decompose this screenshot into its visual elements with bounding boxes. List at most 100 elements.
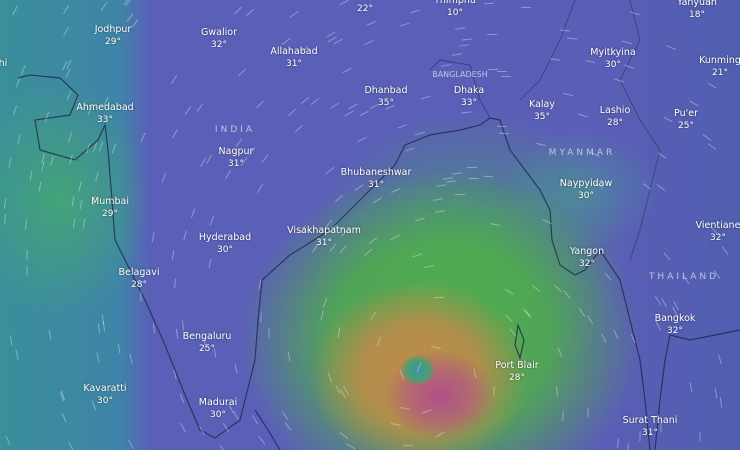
city-name: Gwalior	[201, 27, 237, 38]
city-name: Naypyidaw	[559, 178, 613, 189]
city-marker[interactable]: Kalay 35°	[529, 98, 555, 124]
city-marker[interactable]: Mumbai 29°	[91, 195, 129, 221]
city-name: Jodhpur	[94, 24, 132, 35]
country-label: THAILAND	[648, 272, 720, 282]
city-marker[interactable]: Bengaluru 25°	[183, 330, 232, 356]
city-marker[interactable]: Dhanbad 35°	[364, 84, 407, 110]
city-temperature: 31°	[286, 59, 302, 69]
city-name: Hyderabad	[198, 232, 252, 243]
city-marker[interactable]: Jodhpur 29°	[95, 23, 132, 49]
bengal-coast	[404, 117, 601, 276]
andaman-islands	[514, 322, 525, 361]
myanmar-thai-coast	[599, 249, 651, 450]
city-marker[interactable]: Pu'er 25°	[674, 107, 698, 133]
city-name: Yangon	[569, 246, 605, 257]
city-temperature: 32°	[579, 259, 595, 269]
city-temperature: 25°	[199, 344, 215, 354]
gulf-thailand	[654, 329, 740, 450]
city-name: Mumbai	[91, 196, 129, 207]
wind-streak	[140, 291, 142, 302]
city-name: Belagavi	[118, 267, 160, 278]
city-marker[interactable]: Surat Thani 31°	[623, 414, 678, 440]
city-name: Pu'er	[674, 108, 698, 119]
city-temperature: 18°	[689, 10, 705, 20]
city-temperature: 33°	[461, 98, 477, 108]
wind-streak	[492, 386, 495, 397]
city-name: Ahmedabad	[76, 102, 134, 113]
city-temperature: 25°	[678, 121, 694, 131]
city-name: Allahabad	[270, 46, 318, 57]
city-marker[interactable]: Vientiane 32°	[696, 219, 740, 245]
city-marker[interactable]: Yanyuan 18°	[677, 0, 717, 22]
city-marker[interactable]: Nagpur 31°	[219, 145, 254, 171]
city-temperature: 35°	[378, 98, 394, 108]
city-name: Bengaluru	[182, 331, 232, 342]
city-name: Myitkyina	[590, 47, 636, 58]
city-marker[interactable]: Bhubaneshwar 31°	[341, 166, 412, 192]
city-marker[interactable]: Gwalior 32°	[201, 26, 237, 52]
wind-streak	[259, 312, 262, 323]
wind-streak	[521, 6, 532, 8]
city-name: Dhaka	[453, 85, 485, 96]
city-temperature: 32°	[211, 40, 227, 50]
wind-streak	[587, 407, 589, 418]
wind-streak	[500, 75, 511, 77]
city-marker[interactable]: Myitkyina 30°	[590, 46, 635, 72]
city-temperature: 30°	[97, 396, 113, 406]
country-label: INDIA	[214, 125, 256, 135]
city-name: Kunming	[699, 55, 740, 66]
city-marker[interactable]: Hyderabad 30°	[199, 231, 251, 257]
city-name: Bhubaneshwar	[340, 167, 412, 178]
city-marker[interactable]: 22°	[357, 3, 373, 16]
country-label: BANGLADESH	[432, 70, 488, 79]
city-temperature: 35°	[534, 112, 550, 122]
city-marker[interactable]: Allahabad 31°	[270, 45, 317, 71]
city-name: Kavaratti	[83, 383, 127, 394]
city-marker[interactable]: Kavaratti 30°	[83, 382, 126, 408]
city-temperature: 22°	[357, 4, 373, 14]
sri-lanka	[254, 409, 281, 450]
city-temperature: 29°	[105, 37, 121, 47]
india-west-coast	[17, 74, 406, 439]
city-marker[interactable]: Kunming 21°	[699, 54, 740, 80]
city-marker[interactable]: Port Blair 28°	[495, 359, 538, 385]
city-name: Surat Thani	[622, 415, 678, 426]
city-name: Lashio	[599, 105, 631, 116]
city-temperature: 31°	[228, 159, 244, 169]
city-marker[interactable]: Ahmedabad 33°	[76, 101, 133, 127]
city-marker[interactable]: Lashio 28°	[600, 104, 631, 130]
city-temperature: 30°	[217, 245, 233, 255]
city-temperature: 29°	[102, 209, 118, 219]
city-marker[interactable]: Dhaka 33°	[454, 84, 484, 110]
city-marker[interactable]: Bangkok 32°	[655, 312, 696, 338]
city-temperature: 30°	[605, 60, 621, 70]
city-temperature: 31°	[368, 180, 384, 190]
city-marker[interactable]: Visakhapatnam 31°	[287, 224, 361, 250]
country-label: MYANMAR	[548, 148, 616, 158]
wind-streak	[26, 265, 28, 276]
bangladesh-border	[429, 59, 491, 119]
city-name: Bangkok	[654, 313, 696, 324]
city-marker[interactable]: Yangon 32°	[570, 245, 604, 271]
city-temperature: 31°	[642, 428, 658, 438]
wind-streak	[497, 71, 508, 73]
city-name: Kalay	[529, 99, 555, 110]
city-marker[interactable]: Belagavi 28°	[119, 266, 160, 292]
city-marker[interactable]: hi	[0, 57, 7, 70]
city-name: Thimphu	[434, 0, 476, 6]
wind-streak	[26, 249, 28, 260]
city-temperature: 31°	[316, 238, 332, 248]
city-name: Yanyuan	[677, 0, 717, 8]
city-name: Port Blair	[495, 360, 539, 371]
city-temperature: 10°	[447, 8, 463, 18]
city-temperature: 30°	[210, 410, 226, 420]
city-temperature: 21°	[712, 68, 728, 78]
city-marker[interactable]: Naypyidaw 30°	[560, 177, 612, 203]
city-marker[interactable]: Madurai 30°	[199, 396, 237, 422]
city-name: Visakhapatnam	[287, 225, 361, 236]
city-temperature: 30°	[578, 191, 594, 201]
city-temperature: 28°	[131, 280, 147, 290]
city-marker[interactable]: Thimphu 10°	[434, 0, 476, 20]
